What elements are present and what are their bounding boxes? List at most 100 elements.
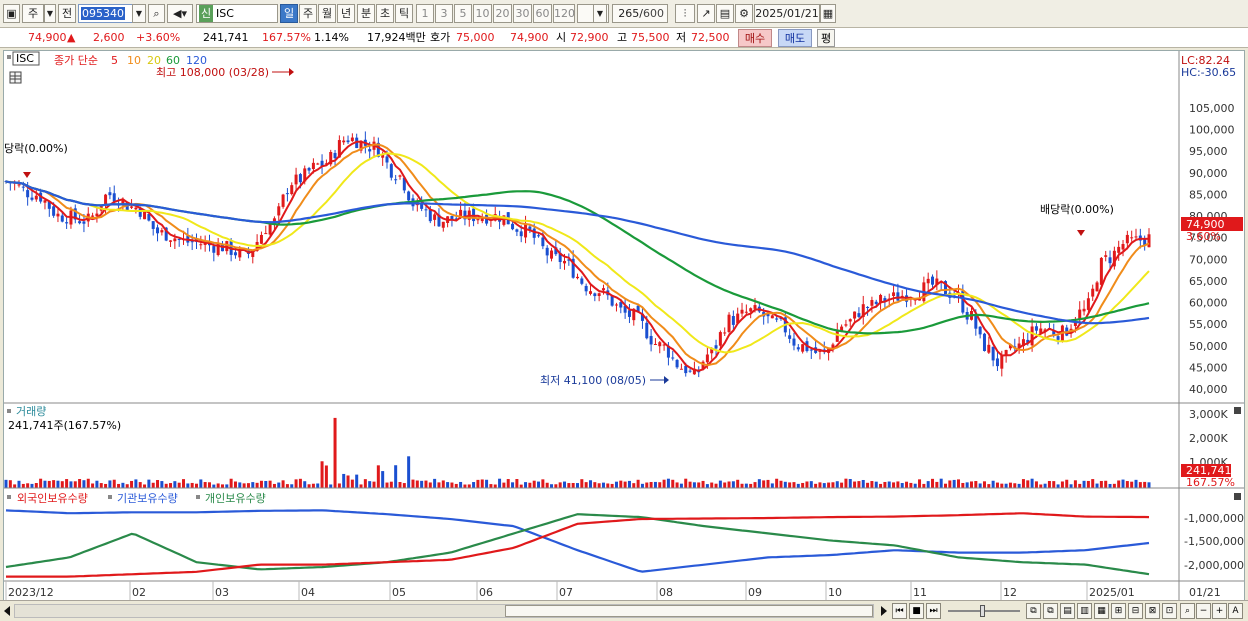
candle-body: [428, 209, 432, 222]
chart-canvas[interactable]: ISC 종가 단순 5 10 20 60 120 최고 108,000 (03/…: [4, 51, 1244, 601]
layout-icon-8[interactable]: ⊠: [1145, 603, 1160, 619]
volume-bar: [21, 483, 25, 488]
scroll-right-icon[interactable]: [881, 606, 887, 616]
eval-button[interactable]: 평: [817, 29, 835, 47]
volume-bar: [779, 480, 783, 488]
volume-bar: [199, 479, 203, 488]
font-size-icon[interactable]: A: [1228, 603, 1243, 619]
candle-body: [160, 230, 164, 233]
save-icon[interactable]: ▤: [716, 4, 734, 23]
zoom-out-search-icon[interactable]: ⌕: [1180, 603, 1195, 619]
interval-1[interactable]: 1: [416, 4, 434, 23]
volume-bar: [649, 481, 653, 488]
candle-body: [420, 203, 424, 209]
minus-icon[interactable]: −: [1196, 603, 1211, 619]
search-icon[interactable]: ⌕: [148, 4, 165, 23]
gear-icon[interactable]: ⚙: [735, 4, 753, 23]
candle-body: [1104, 255, 1108, 257]
candle-body: [584, 285, 588, 292]
layout-icon-6[interactable]: ⊞: [1111, 603, 1126, 619]
interval-10[interactable]: 10: [473, 4, 492, 23]
interval-120[interactable]: 120: [553, 4, 575, 23]
interval-20[interactable]: 20: [493, 4, 512, 23]
sell-button[interactable]: 매도: [778, 29, 812, 47]
interval-5[interactable]: 5: [454, 4, 472, 23]
layout-icon-7[interactable]: ⊟: [1128, 603, 1143, 619]
calendar-icon[interactable]: ▦: [820, 4, 836, 23]
candle-body: [766, 313, 770, 317]
period-prev-button[interactable]: 전: [58, 4, 76, 23]
stock-code-input[interactable]: 095340: [78, 4, 146, 23]
volume-bar: [987, 484, 991, 488]
drawing-tool-icon[interactable]: ↗: [697, 4, 715, 23]
stock-name-field[interactable]: 신 ISC: [196, 4, 278, 23]
ma-line-10: [5, 143, 1150, 367]
period-tab-minute[interactable]: 분: [357, 4, 375, 23]
code-dropdown-icon[interactable]: ▼: [132, 4, 146, 23]
interval-30[interactable]: 30: [513, 4, 532, 23]
volume-bar: [1069, 484, 1073, 488]
period-tab-week[interactable]: 주: [299, 4, 317, 23]
period-tab-month[interactable]: 월: [318, 4, 336, 23]
interval-3[interactable]: 3: [435, 4, 453, 23]
candle-body: [675, 359, 679, 368]
layout-icon-9[interactable]: ⊡: [1162, 603, 1177, 619]
zoom-slider-handle[interactable]: [980, 605, 985, 617]
holding-panel-close-icon[interactable]: [1234, 493, 1241, 500]
candle-body: [82, 221, 86, 224]
candle-body: [1021, 339, 1025, 347]
interval-dropdown-icon[interactable]: ▼: [593, 4, 607, 23]
candle-body: [316, 163, 320, 165]
volume-panel-close-icon[interactable]: [1234, 407, 1241, 414]
interval-60[interactable]: 60: [533, 4, 552, 23]
candle-body: [1130, 237, 1134, 239]
volume-bar: [576, 483, 579, 488]
volume-bar: [125, 484, 129, 488]
scroll-track[interactable]: [14, 604, 874, 618]
high-label: 고: [617, 31, 628, 44]
candle-body: [671, 357, 675, 359]
volume-panel-title: 거래량: [16, 405, 46, 418]
legend-ma-label: 종가 단순: [54, 54, 98, 67]
buy-button[interactable]: 매수: [738, 29, 772, 47]
layout-icon-4[interactable]: ▥: [1077, 603, 1092, 619]
volume-bar: [225, 484, 229, 488]
scroll-thumb[interactable]: [505, 605, 873, 617]
candle-body: [476, 218, 480, 221]
first-page-icon[interactable]: ⏮: [892, 603, 907, 619]
period-tab-year[interactable]: 년: [337, 4, 355, 23]
scroll-left-icon[interactable]: [4, 606, 10, 616]
plus-icon[interactable]: +: [1212, 603, 1227, 619]
stop-icon[interactable]: ■: [909, 603, 924, 619]
bar-count-input[interactable]: 265/600: [612, 4, 668, 23]
volume-bar: [73, 481, 77, 488]
chart-area[interactable]: ISC 종가 단순 5 10 20 60 120 최고 108,000 (03/…: [3, 50, 1245, 602]
volume-bar: [679, 483, 683, 488]
volume-bar: [259, 480, 263, 488]
sound-icon[interactable]: ◀▾: [167, 4, 193, 23]
last-page-icon[interactable]: ⏭: [926, 603, 941, 619]
layout-icon-1[interactable]: ⧉: [1026, 603, 1041, 619]
window-menu-icon[interactable]: ▣: [3, 4, 20, 23]
candle-body: [623, 305, 627, 313]
candle-body: [454, 218, 458, 220]
volume-bar: [1130, 481, 1134, 488]
period-tab-tick[interactable]: 틱: [395, 4, 413, 23]
candle-body: [597, 293, 601, 297]
volume-bar: [420, 480, 424, 488]
layout-icon-3[interactable]: ▤: [1060, 603, 1075, 619]
candle-body: [601, 288, 605, 291]
period-tab-day[interactable]: 일: [280, 4, 298, 23]
legend-name-box[interactable]: [12, 51, 40, 66]
layout-icon-5[interactable]: ▦: [1094, 603, 1109, 619]
period-main-select[interactable]: 주: [22, 4, 44, 23]
volume-bar: [532, 480, 536, 488]
candle-body: [563, 260, 567, 264]
volume-bar: [870, 481, 874, 488]
candle-body: [147, 213, 151, 221]
chevron-down-icon[interactable]: ▼: [44, 4, 56, 23]
period-tab-second[interactable]: 초: [376, 4, 394, 23]
candle-type-icon[interactable]: ⫶: [675, 4, 695, 23]
layout-icon-2[interactable]: ⧉: [1043, 603, 1058, 619]
date-input[interactable]: 2025/01/21: [754, 4, 820, 23]
